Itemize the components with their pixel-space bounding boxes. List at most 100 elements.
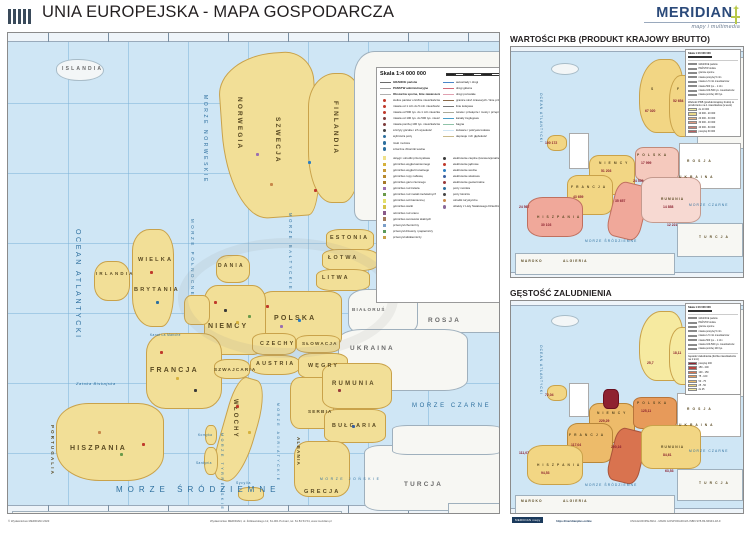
legend-item-dot-red3[interactable]: miasta od 500 tys. do 1 mln mieszkańców <box>380 109 440 115</box>
legend-item-label: ośrodki turystyczne <box>453 199 478 203</box>
legend-item-label: linie kolejowe <box>456 104 474 108</box>
legend-item-tunnel[interactable]: tunele i przełęcze / mosty i przeprawy p… <box>443 109 499 115</box>
pkb-value-irlandia: 100 172 <box>545 141 558 145</box>
mine-gas-icon <box>380 180 391 185</box>
landmass-iberia <box>56 403 164 481</box>
dot-red2-icon <box>380 104 391 109</box>
legend-item-tourism[interactable]: ośrodki turystyczne <box>440 198 499 204</box>
pkb-class-0[interactable]: do 10 000 <box>688 107 738 112</box>
legend-item-canal[interactable]: kanały żeglugowe <box>443 116 499 122</box>
landmass-romania <box>322 363 392 409</box>
inset-map-pkb[interactable]: OCEAN ATLANTYCKI MORZE CZARNE MORZE ŚRÓD… <box>510 46 744 278</box>
legend-item-depress[interactable]: depresje i ich głębokość <box>443 134 499 140</box>
pkb-class-1[interactable]: 10 000 - 20 000 <box>688 112 738 116</box>
legend-item-label: górnictwo węgla brunatnego <box>393 168 430 172</box>
density-class-0[interactable]: powyżej 200 <box>688 361 738 366</box>
legend-item-line-brown[interactable]: granice stref czasowych / linie przejść … <box>443 97 499 103</box>
color-swatch <box>688 129 697 134</box>
legend-item-ind-wood[interactable]: przemysł drzewny i papierniczy <box>380 228 437 234</box>
legend-item-power-hydro[interactable]: elektrownie wodne <box>440 167 499 173</box>
pkb-class-5[interactable]: powyżej 60 000 <box>688 129 738 134</box>
color-swatch <box>688 112 697 116</box>
legend-item-mine-oil[interactable]: górnictwo ropy naftowej <box>380 173 437 179</box>
inset1-legend[interactable]: Skala 1:16 000 000 GRANICE państw PAŃSTW … <box>685 49 741 137</box>
density-class-1[interactable]: 150 - 200 <box>688 366 738 370</box>
legend-item-power-coal[interactable]: elektrownie cieplne (konwencjonalne) <box>440 155 500 161</box>
legend-item-port[interactable]: porty morskie <box>440 186 499 192</box>
ref-swatch <box>688 347 697 350</box>
legend-item-airport[interactable]: porty lotnicze <box>440 192 499 198</box>
main-map[interactable]: OCEAN ATLANTYCKI MORZE NORWESKIE MORZE P… <box>7 32 500 514</box>
mine-iron-icon <box>380 186 391 191</box>
legend-item-mine-sulphur[interactable]: górnictwo siarki <box>380 204 437 210</box>
pkb-class-2[interactable]: 20 000 - 30 000 <box>688 116 738 120</box>
legend-item-ind-yellow[interactable]: okręgi i ośrodki przemysłowe <box>380 155 437 161</box>
legend-item-power-nuclear[interactable]: elektrownie jądrowe <box>440 161 499 167</box>
class-label: 10 000 - 20 000 <box>698 112 716 116</box>
legend-item-line-solid[interactable]: GRANICE państw <box>380 79 440 85</box>
legend-item-power-geo[interactable]: elektrownie geotermalne <box>440 180 499 186</box>
legend-item-mine-gas[interactable]: górnictwo gazu ziemnego <box>380 180 437 186</box>
density-value-bulgaria: 63,53 <box>665 469 674 473</box>
legend-item-ind-chem[interactable]: przemysł chemiczny <box>380 222 437 228</box>
country-label-niemcy: NIEMCY <box>208 323 249 330</box>
map-legend[interactable]: Skala 1:4 000 000 GRANICE państw PAŃSTW a… <box>376 67 500 303</box>
legend-item-glacier[interactable]: lodowce / pokrywa lodowa <box>443 128 499 134</box>
inset-map-density[interactable]: OCEAN ATLANTYCKI MORZE CZARNE MORZE ŚRÓD… <box>510 300 744 514</box>
legend-item-dot-xs[interactable]: miasta poniżej 100 tys. mieszkańców <box>380 122 440 128</box>
sea-label-tyrrhenian: MORZE TYRREŃSKIE <box>220 433 224 512</box>
power-nuclear-icon <box>440 162 451 166</box>
power-hydro-icon <box>440 168 451 172</box>
line-gray-icon <box>443 105 454 107</box>
legend-item-line-pink[interactable]: drogi pozostałe <box>443 91 499 97</box>
legend-item-dot-red[interactable]: stolice państw o liczbie mieszkańców pow… <box>380 97 440 103</box>
density-class-4[interactable]: 50 - 75 <box>688 379 738 383</box>
ref-swatch <box>688 63 697 66</box>
country-label-czechy: CZECHY <box>260 341 296 347</box>
legend-item-ind-textile[interactable]: przemysł włókienniczy <box>380 234 437 240</box>
density-class-5[interactable]: 25 - 50 <box>688 383 738 388</box>
mine-sulphur-icon <box>380 205 391 209</box>
legend-item-marsh[interactable]: bagna <box>443 122 499 128</box>
legend-item-mine-metal[interactable]: górnictwo rud metali nieżelaznych <box>380 192 437 198</box>
pkb-class-4[interactable]: 40 000 - 60 000 <box>688 125 738 129</box>
logo-tagline: mapy i multimedia <box>691 23 740 30</box>
legend-scale-row: Skala 1:4 000 000 <box>380 71 499 77</box>
pkb-value-szwecja: 52 654 <box>673 99 684 103</box>
legend-item-mine-coal[interactable]: górnictwo węgla kamiennego <box>380 161 437 167</box>
density-class-6[interactable]: do 25 <box>688 388 738 392</box>
legend-item-mine-lignite[interactable]: górnictwo węgla brunatnego <box>380 167 437 173</box>
legend-item-dot-sm[interactable]: miasta od 100 tys. do 500 tys. mieszkańc… <box>380 116 440 122</box>
pkb-class-3[interactable]: 30 000 - 40 000 <box>688 121 738 125</box>
legend-item-power-wind[interactable]: elektrownie wiatrowe <box>440 173 499 179</box>
legend-item-dot-red2[interactable]: miasta od 1 mln do 5 mln mieszkańców <box>380 103 440 109</box>
color-swatch <box>688 366 697 370</box>
legend-item-line-blue[interactable]: autostrady i drogi <box>443 79 499 85</box>
legend-item-pt2[interactable]: rzeki i jeziora <box>380 140 440 146</box>
inset1-med-label: MORZE ŚRÓDZIEMNE <box>585 239 638 243</box>
legend-item-label: elektrownie cieplne (konwencjonalne) <box>453 156 500 160</box>
legend-item-pt3[interactable]: sztuczne zbiorniki wodne <box>380 146 440 152</box>
legend-item-label: porty lotnicze <box>453 193 471 197</box>
legend-item-line-gray[interactable]: linie kolejowe <box>443 103 499 109</box>
legend-item-line-thin[interactable]: Obszarów sporne, linie zawieszenia broni <box>380 91 440 97</box>
pkb-ref-4: miasta 1-5 mln mieszkańców <box>688 80 738 84</box>
legend-item-pt[interactable]: wybrzeża porty <box>380 134 440 140</box>
legend-item-heritage[interactable]: obiekty z Listy Światowego Dziedzictwa U… <box>440 204 499 210</box>
landmass-czechia <box>252 333 296 355</box>
country-label-grecja: GRECJA <box>304 489 341 495</box>
legend-item-mine-iron[interactable]: górnictwo rud żelaza <box>380 186 437 192</box>
inset2-legend[interactable]: Skala 1:16 000 000 GRANICE państw PAŃSTW … <box>685 303 741 396</box>
line-brown-icon <box>443 99 454 101</box>
pkb-value-niemcy: 51 203 <box>601 169 612 173</box>
ref-swatch <box>688 89 697 92</box>
legend-item-quarry[interactable]: górnictwo surowców skalnych <box>380 216 437 222</box>
legend-item-mine-uran[interactable]: górnictwo rud uranu <box>380 210 437 216</box>
legend-item-tri[interactable]: szczyty górskie i ich wysokość <box>380 128 440 134</box>
legend-item-mine-salt[interactable]: górnictwo soli kamiennej <box>380 198 437 204</box>
density-class-3[interactable]: 75 - 100 <box>688 375 738 379</box>
density-class-2[interactable]: 100 - 150 <box>688 370 738 374</box>
legend-item-line-dash[interactable]: PAŃSTW administracyjne <box>380 85 440 91</box>
legend-item-line-red[interactable]: drogi główne <box>443 85 499 91</box>
footer-url[interactable]: https://meridianplus.online <box>556 519 592 523</box>
